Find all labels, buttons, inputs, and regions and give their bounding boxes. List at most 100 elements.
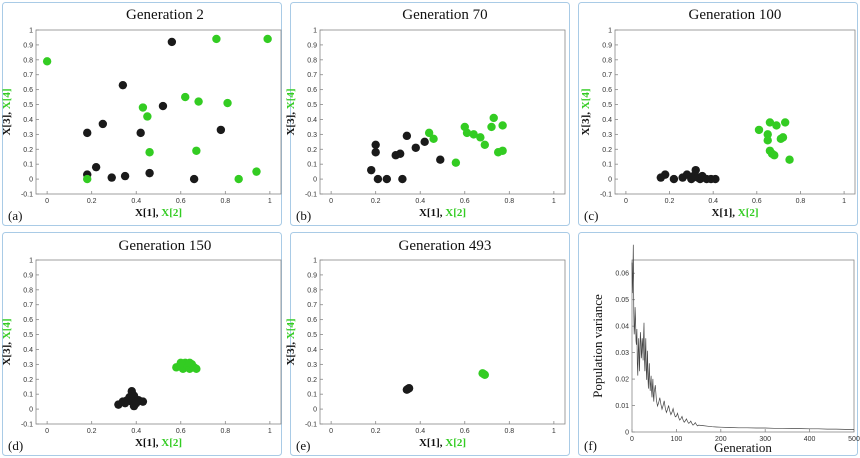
x-tick-label: 0.2	[665, 198, 675, 205]
plot-area	[614, 29, 856, 195]
data-point	[234, 174, 243, 184]
x-tick-label: 1	[842, 198, 846, 205]
y-axis-label-black: X[3],	[580, 109, 592, 135]
data-point	[498, 146, 507, 155]
series-black	[367, 131, 445, 184]
y-tick-label: 0.7	[307, 72, 317, 79]
series-green	[478, 369, 490, 379]
y-tick-label: 0.5	[23, 332, 33, 339]
panel-c: Generation 100 (c) 0 0.2 0.4 0.6 0.8 1 -0.1 0 0.1 0…	[578, 2, 858, 226]
y-tick-label: 0.9	[307, 272, 317, 279]
data-point	[469, 130, 478, 139]
data-point	[424, 128, 434, 138]
data-point	[120, 171, 130, 181]
x-tick-label: 0.2	[371, 198, 381, 205]
y-tick-label: 0.6	[307, 317, 317, 324]
y-axis-label: Population variance	[590, 294, 605, 398]
x-tick-label: 0.4	[131, 428, 141, 435]
variance-line	[631, 244, 854, 430]
y-tick-label: 0.6	[307, 87, 317, 94]
y-axis-label-black: X[3],	[285, 339, 297, 365]
y-tick-label: 0.3	[602, 132, 612, 139]
y-tick-label: 0.1	[307, 162, 317, 169]
y-tick-label: 1	[29, 28, 33, 35]
y-axis-label-black: X[3],	[1, 339, 13, 365]
data-point	[780, 118, 790, 127]
y-tick-label: 0.8	[307, 57, 317, 64]
y-tick-label: 0	[29, 177, 33, 184]
y-tick-label: 0.2	[602, 147, 612, 154]
y-tick-label: 0.8	[23, 57, 33, 64]
x-tick-label: 0.2	[87, 198, 97, 205]
panel-d: Generation 150 (d) 0 0.2 0.4 0.6 0.8 1 -0.1 0 0.1 0…	[1, 232, 282, 456]
y-tick-label: 0.1	[23, 162, 33, 169]
panel-frame	[578, 232, 858, 456]
data-point	[669, 174, 679, 184]
x-tick-label: 0	[45, 198, 49, 205]
panel-a: Generation 2 (a) 0 0.2 0.4 0.6 0.8 1 -0.1 0 0.1 0.2…	[1, 2, 282, 226]
y-axis-label-green: X[4]	[285, 318, 297, 339]
chart-title: Generation 70	[402, 7, 487, 23]
plot-area	[319, 29, 566, 195]
y-tick-label: -0.1	[600, 192, 612, 199]
y-axis-label-green: X[4]	[580, 88, 592, 109]
data-point	[143, 112, 152, 121]
data-point	[420, 137, 429, 147]
chart-title: Generation 2	[126, 7, 204, 23]
panel-label: (a)	[8, 208, 22, 223]
panel-f: (f) 0 100 200 300 400 500 0 0.01 0.02 0.03 0.04 0.05…	[578, 232, 860, 456]
plot-area	[35, 259, 282, 425]
y-tick-label: 0.8	[307, 287, 317, 294]
y-tick-label: 0.02	[615, 377, 629, 384]
data-point	[402, 131, 412, 141]
data-point	[763, 136, 772, 145]
x-axis-label-green: X[2]	[161, 207, 182, 219]
y-tick-label: 0.5	[307, 102, 317, 109]
data-point	[136, 128, 145, 138]
y-tick-label: 1	[29, 258, 33, 265]
x-tick-label: 0.8	[504, 198, 514, 205]
y-tick-label: 0.05	[615, 297, 629, 304]
data-point	[754, 125, 764, 135]
panel-frame	[578, 2, 858, 226]
y-tick-label: 0.3	[23, 132, 33, 139]
x-axis-label: X[1], X[2]	[419, 437, 466, 449]
x-tick-label: 400	[804, 436, 816, 443]
panel-label: (b)	[296, 208, 311, 223]
data-point	[83, 128, 92, 138]
y-tick-label: 0.4	[23, 347, 33, 354]
x-axis-label-black: X[1],	[419, 437, 445, 449]
x-axis-label: Generation	[714, 440, 772, 455]
series-green	[424, 113, 507, 167]
x-tick-label: 0.4	[415, 428, 425, 435]
y-axis-label: X[3], X[4]	[285, 88, 297, 135]
x-tick-label: 500	[848, 436, 860, 443]
panel-label: (f)	[584, 438, 597, 453]
data-point	[192, 146, 201, 155]
x-axis-label-black: X[1],	[135, 437, 161, 449]
y-tick-label: 0.6	[23, 87, 33, 94]
data-point	[138, 397, 148, 406]
data-point	[660, 170, 670, 179]
panel-label: (d)	[8, 438, 23, 453]
x-axis-label-green: X[2]	[738, 207, 759, 219]
y-tick-label: 0	[608, 177, 612, 184]
x-tick-label: 100	[671, 436, 683, 443]
x-axis-label: X[1], X[2]	[711, 207, 758, 219]
x-tick-label: 0.6	[460, 198, 470, 205]
data-point	[451, 158, 461, 167]
y-axis-label: X[3], X[4]	[285, 318, 297, 365]
y-tick-label: 0.5	[23, 102, 33, 109]
data-point	[691, 165, 700, 175]
x-tick-label: 0	[624, 198, 628, 205]
chart-title: Generation 100	[689, 7, 782, 23]
data-point	[480, 140, 490, 149]
data-point	[167, 37, 177, 47]
data-point	[42, 57, 52, 66]
y-tick-label: 0	[313, 407, 317, 414]
panel-b: Generation 70 (b) 0 0.2 0.4 0.6 0.8 1 -0.1 0 0.1 0.…	[285, 2, 570, 226]
y-tick-label: 0.2	[23, 147, 33, 154]
y-tick-label: 0.1	[307, 392, 317, 399]
x-tick-label: 0.6	[176, 428, 186, 435]
